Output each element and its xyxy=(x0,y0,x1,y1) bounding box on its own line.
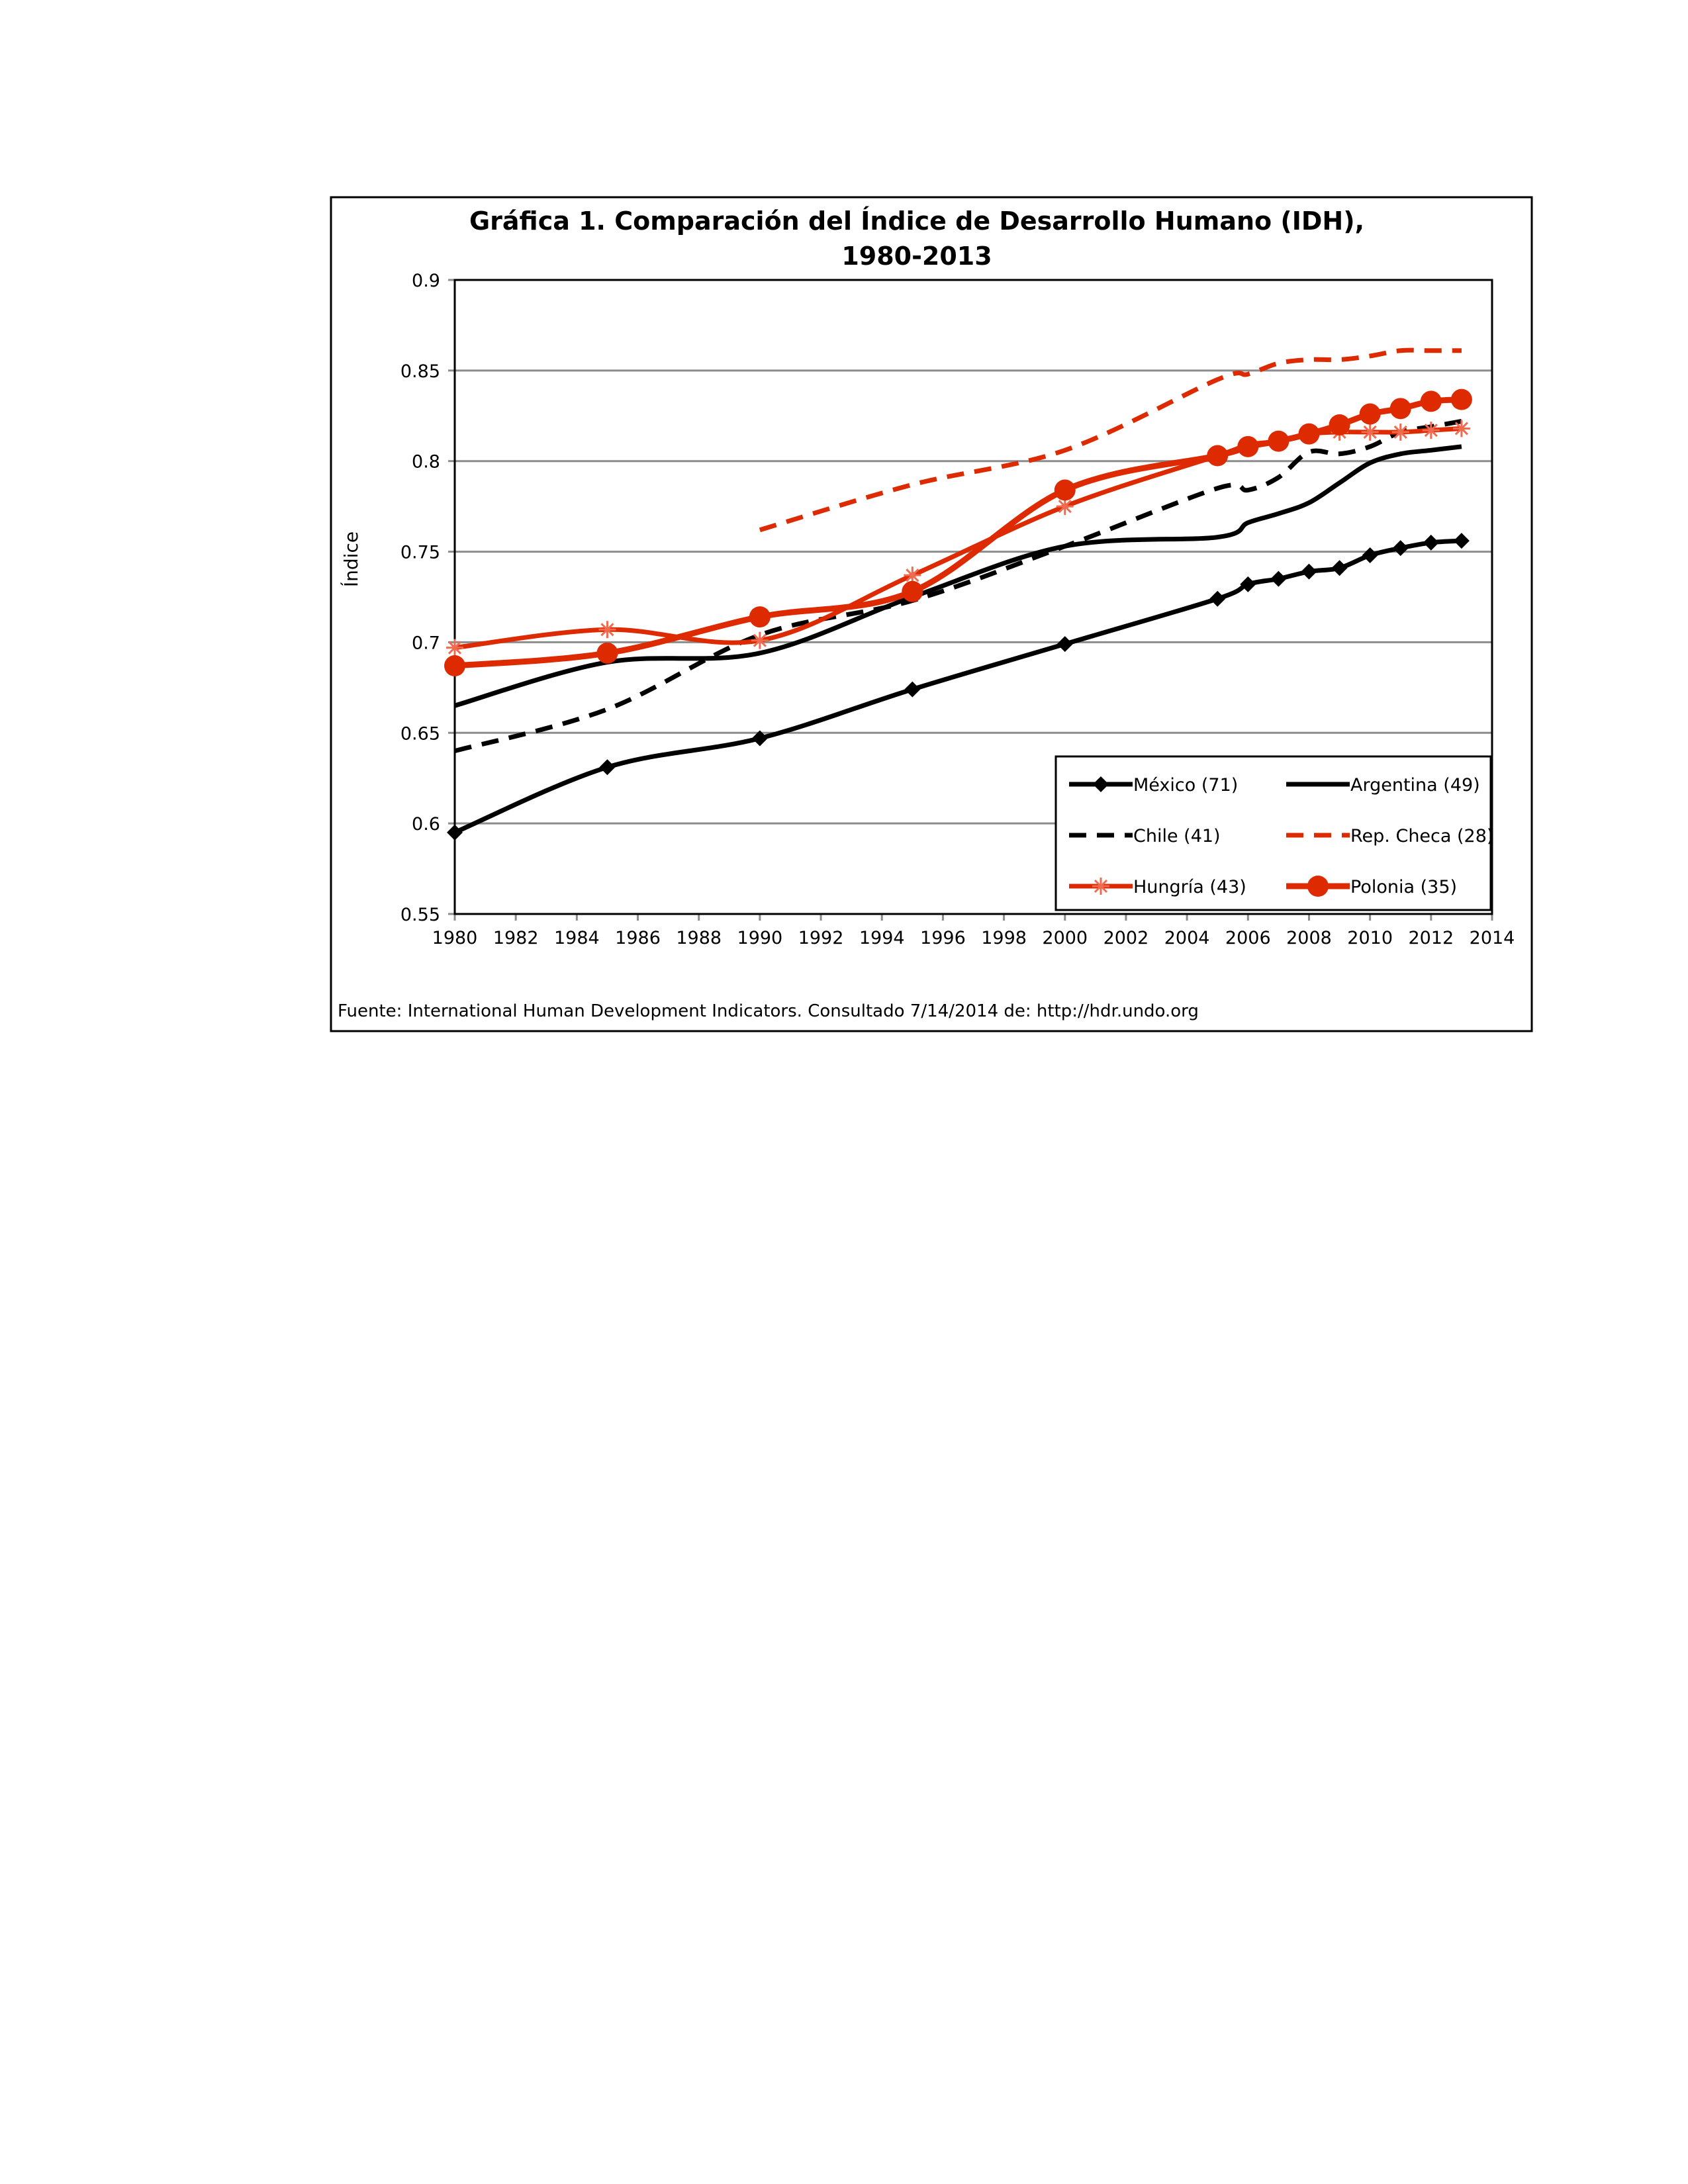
circle-marker xyxy=(1298,423,1320,445)
x-tick-labels: 1980 1982 1984 1986 1988 1990 1992 1994 1996 1998… xyxy=(432,928,1515,948)
circle-marker xyxy=(749,606,771,628)
legend-label: Polonia (35) xyxy=(1350,877,1457,897)
y-tick-label: 0.8 xyxy=(412,452,440,473)
diamond-marker xyxy=(1056,636,1073,653)
series-line xyxy=(759,347,1462,533)
series-3 xyxy=(759,347,1462,533)
legend-item: Argentina (49) xyxy=(1286,775,1480,796)
circle-marker xyxy=(1268,430,1289,452)
circle-marker xyxy=(1359,403,1381,425)
circle-marker xyxy=(1237,435,1259,457)
diamond-marker xyxy=(1392,540,1409,557)
diamond-marker xyxy=(1453,533,1470,549)
star-marker xyxy=(751,631,769,649)
star-marker xyxy=(598,621,616,639)
y-tick-label: 0.85 xyxy=(400,361,440,382)
x-tick-label: 2004 xyxy=(1164,928,1210,948)
source-note: Fuente: International Human Development … xyxy=(338,1001,1199,1021)
x-tick-label: 1994 xyxy=(859,928,905,948)
x-tick-label: 2008 xyxy=(1286,928,1332,948)
circle-marker xyxy=(1389,398,1411,420)
legend-label: Hungría (43) xyxy=(1133,877,1246,897)
y-tick-labels: 0.55 0.6 0.65 0.7 0.75 0.8 0.85 0.9 xyxy=(400,271,440,925)
x-tick-label: 1998 xyxy=(981,928,1027,948)
series-2 xyxy=(454,419,1462,754)
plot-area xyxy=(453,279,1493,915)
legend-label: México (71) xyxy=(1133,775,1238,796)
star-marker xyxy=(1391,423,1409,441)
star-marker xyxy=(1092,878,1109,895)
y-tick-label: 0.7 xyxy=(412,633,440,653)
series-1 xyxy=(454,444,1462,708)
series-line xyxy=(454,419,1462,754)
series-line xyxy=(454,444,1462,708)
legend-item: Rep. Checa (28) xyxy=(1286,826,1493,846)
series-group xyxy=(444,347,1472,841)
circle-marker xyxy=(444,655,465,677)
legend-item: México (71) xyxy=(1069,775,1238,796)
series-0 xyxy=(447,533,1470,841)
diamond-marker xyxy=(1093,776,1109,792)
x-tick-label: 2012 xyxy=(1408,928,1454,948)
chart-title-line2: 1980-2013 xyxy=(841,242,992,271)
circle-marker xyxy=(1054,479,1076,501)
diamond-marker xyxy=(1362,547,1378,564)
circle-marker xyxy=(1307,876,1329,897)
y-axis-label: Índice xyxy=(340,531,362,587)
x-tick-label: 1992 xyxy=(798,928,844,948)
x-tick-label: 1982 xyxy=(493,928,539,948)
legend-item: Hungría (43) xyxy=(1069,877,1246,897)
series-5 xyxy=(444,388,1472,677)
legend-label: Rep. Checa (28) xyxy=(1350,826,1493,846)
y-tick-label: 0.9 xyxy=(412,271,440,291)
star-marker xyxy=(446,639,463,657)
circle-marker xyxy=(1420,390,1442,412)
x-tick-label: 2010 xyxy=(1347,928,1393,948)
circle-marker xyxy=(902,580,923,602)
legend-item: Polonia (35) xyxy=(1286,876,1457,897)
legend: México (71) Argentina (49) Chile (41) Rep. … xyxy=(1055,755,1493,911)
x-tick-label: 1984 xyxy=(554,928,600,948)
diamond-marker xyxy=(599,759,616,776)
y-tick-label: 0.75 xyxy=(400,543,440,563)
circle-marker xyxy=(1207,445,1229,467)
star-marker xyxy=(1452,420,1470,437)
x-tick-label: 2000 xyxy=(1042,928,1088,948)
diamond-marker xyxy=(1301,563,1317,580)
diamond-marker xyxy=(1240,576,1256,592)
circle-marker xyxy=(1450,388,1472,410)
diamond-marker xyxy=(1209,590,1226,607)
legend-label: Chile (41) xyxy=(1133,826,1221,846)
diamond-marker xyxy=(751,730,768,747)
y-tick-label: 0.6 xyxy=(412,814,440,835)
star-marker xyxy=(1422,422,1440,439)
x-tick-label: 2002 xyxy=(1103,928,1149,948)
x-tick-label: 1980 xyxy=(432,928,478,948)
diamond-marker xyxy=(447,824,463,841)
x-tick-label: 1996 xyxy=(920,928,966,948)
diamond-marker xyxy=(1270,570,1287,587)
star-marker xyxy=(904,567,921,584)
x-tick-label: 1990 xyxy=(737,928,783,948)
legend-item: Chile (41) xyxy=(1069,826,1221,846)
x-tick-label: 1988 xyxy=(676,928,722,948)
y-tick-label: 0.65 xyxy=(400,723,440,744)
x-tick-label: 1986 xyxy=(615,928,661,948)
diamond-marker xyxy=(1331,560,1348,576)
chart-title: Gráfica 1. Comparación del Índice de Des… xyxy=(469,206,1364,236)
x-tick-label: 2014 xyxy=(1470,928,1515,948)
circle-marker xyxy=(1329,414,1350,435)
legend-label: Argentina (49) xyxy=(1350,775,1480,796)
x-tick-label: 2006 xyxy=(1225,928,1271,948)
diamond-marker xyxy=(1423,534,1439,551)
star-marker xyxy=(1361,423,1379,441)
circle-marker xyxy=(596,642,618,664)
y-tick-label: 0.55 xyxy=(400,905,440,925)
diamond-marker xyxy=(904,681,921,698)
